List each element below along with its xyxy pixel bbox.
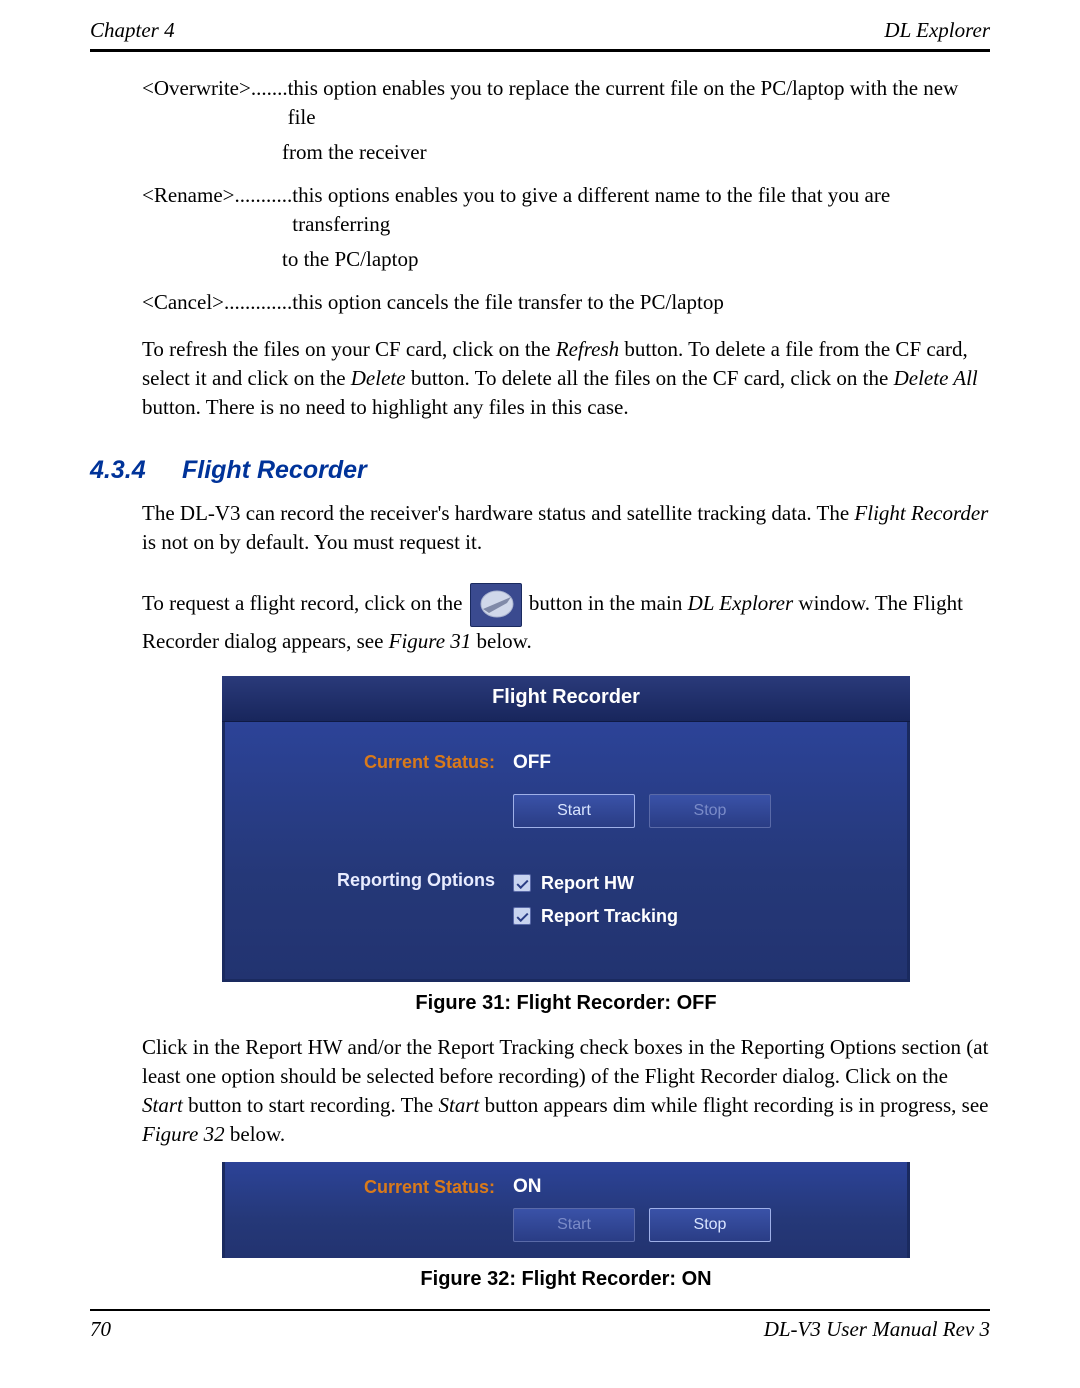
overwrite-desc: this option enables you to replace the c…	[288, 74, 990, 132]
refresh-paragraph: To refresh the files on your CF card, cl…	[142, 335, 990, 422]
flight-recorder-dialog-on: Current Status: ON Start Stop	[222, 1162, 910, 1258]
report-tracking-checkbox[interactable]	[513, 907, 531, 925]
request-p2: button in the main	[524, 590, 688, 614]
click-paragraph: Click in the Report HW and/or the Report…	[142, 1033, 990, 1149]
figure-31-caption: Figure 31: Flight Recorder: OFF	[142, 992, 990, 1015]
status-label: Current Status:	[265, 752, 513, 773]
intro-p1: The DL-V3 can record the receiver's hard…	[142, 501, 854, 525]
flight-recorder-dialog-off: Flight Recorder Current Status: OFF Star…	[222, 676, 910, 982]
rename-term: <Rename>	[142, 181, 235, 239]
overwrite-term: <Overwrite>	[142, 74, 251, 132]
option-cancel: <Cancel> ............. this option cance…	[142, 288, 990, 317]
stop-button[interactable]: Stop	[649, 794, 771, 828]
status-value-on: ON	[513, 1176, 542, 1198]
footer-rule	[90, 1309, 990, 1311]
click-p3: button appears dim while flight recordin…	[479, 1093, 988, 1117]
overwrite-cont: from the receiver	[282, 138, 990, 167]
cancel-term: <Cancel>	[142, 288, 224, 317]
header-rule	[90, 49, 990, 52]
rename-dots: ...........	[235, 181, 293, 239]
section-heading: 4.3.4Flight Recorder	[90, 456, 990, 485]
cancel-desc: this option cancels the file transfer to…	[292, 288, 990, 317]
product-label: DL Explorer	[884, 18, 990, 43]
refresh-p4: button. There is no need to highlight an…	[142, 395, 629, 419]
option-rename: <Rename> ........... this options enable…	[142, 181, 990, 239]
intro-fr: Flight Recorder	[854, 501, 988, 525]
stop-button-active[interactable]: Stop	[649, 1208, 771, 1242]
dialog-title: Flight Recorder	[222, 676, 910, 722]
figure-32-caption: Figure 32: Flight Recorder: ON	[142, 1268, 990, 1291]
click-figref: Figure 32	[142, 1122, 225, 1146]
report-hw-checkbox[interactable]	[513, 874, 531, 892]
click-start2: Start	[438, 1093, 479, 1117]
request-paragraph: To request a flight record, click on the…	[142, 583, 990, 656]
refresh-italic: Refresh	[556, 337, 619, 361]
section-title: Flight Recorder	[182, 456, 367, 484]
intro-p2: is not on by default. You must request i…	[142, 530, 482, 554]
intro-paragraph: The DL-V3 can record the receiver's hard…	[142, 499, 990, 557]
status-label-2: Current Status:	[265, 1177, 513, 1198]
refresh-p1: To refresh the files on your CF card, cl…	[142, 337, 556, 361]
click-start: Start	[142, 1093, 183, 1117]
deleteall-italic: Delete All	[894, 366, 978, 390]
start-button-dim[interactable]: Start	[513, 1208, 635, 1242]
request-p4: below.	[471, 629, 531, 653]
start-button[interactable]: Start	[513, 794, 635, 828]
click-p2: button to start recording. The	[183, 1093, 439, 1117]
page-number: 70	[90, 1317, 111, 1342]
request-figref: Figure 31	[389, 629, 472, 653]
cancel-dots: .............	[224, 288, 292, 317]
status-value-off: OFF	[513, 752, 551, 774]
report-tracking-label: Report Tracking	[541, 906, 678, 927]
reporting-label: Reporting Options	[265, 870, 513, 891]
delete-italic: Delete	[351, 366, 406, 390]
rename-cont: to the PC/laptop	[282, 245, 990, 274]
click-p4: below.	[225, 1122, 285, 1146]
request-p1: To request a flight record, click on the	[142, 590, 468, 614]
option-overwrite: <Overwrite> ....... this option enables …	[142, 74, 990, 132]
request-dlx: DL Explorer	[688, 590, 794, 614]
section-number: 4.3.4	[90, 456, 182, 485]
rename-desc: this options enables you to give a diffe…	[292, 181, 990, 239]
report-hw-label: Report HW	[541, 873, 634, 894]
manual-label: DL-V3 User Manual Rev 3	[764, 1317, 990, 1342]
click-p1: Click in the Report HW and/or the Report…	[142, 1035, 988, 1088]
flight-recorder-toolbar-icon[interactable]	[470, 583, 522, 627]
refresh-p3: button. To delete all the files on the C…	[406, 366, 894, 390]
chapter-label: Chapter 4	[90, 18, 175, 43]
overwrite-dots: .......	[251, 74, 288, 132]
